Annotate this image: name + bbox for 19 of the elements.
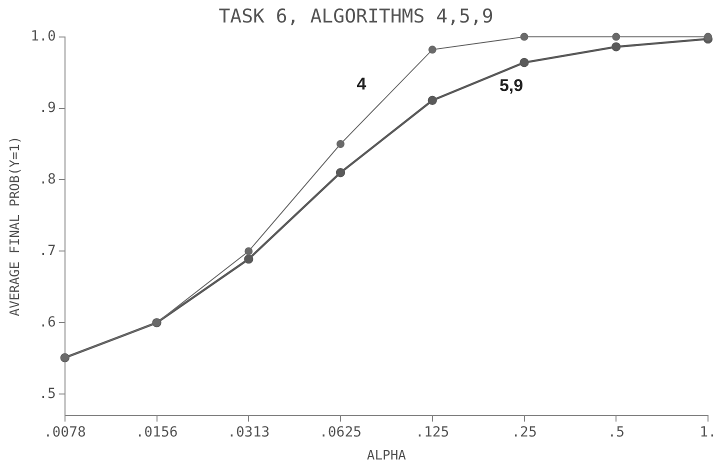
y-tick-label: .7: [39, 242, 56, 259]
x-tick-label: .0625: [319, 424, 362, 441]
x-axis-title: ALPHA: [366, 448, 406, 464]
y-tick-label: .8: [39, 171, 56, 188]
x-tick-label: .5: [608, 424, 625, 441]
y-tick-label: .6: [39, 314, 56, 330]
x-tick-label: .0313: [228, 424, 270, 441]
x-tick-label: .0078: [44, 424, 86, 441]
x-tick-label: .25: [512, 424, 537, 441]
y-axis-title: AVERAGE FINAL PROB(Y=1): [8, 136, 24, 316]
series-label: 5,9: [499, 76, 524, 96]
x-tick-label: .0156: [136, 424, 178, 441]
y-tick-label: 1.0: [30, 28, 56, 44]
chart-title: TASK 6, ALGORITHMS 4,5,9: [218, 5, 494, 28]
y-tick-label: .9: [39, 100, 56, 116]
x-tick-label: 1.: [700, 424, 716, 441]
y-tick-label: .5: [39, 386, 56, 402]
series-label: 4: [356, 74, 367, 94]
x-tick-label: .125: [416, 424, 450, 441]
